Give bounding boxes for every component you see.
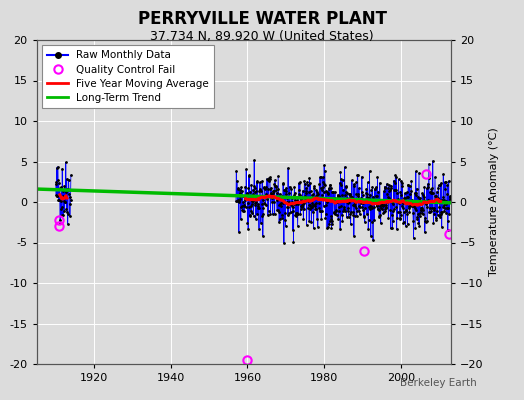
Text: Berkeley Earth: Berkeley Earth [400,378,477,388]
Text: 37.734 N, 89.920 W (United States): 37.734 N, 89.920 W (United States) [150,30,374,43]
Legend: Raw Monthly Data, Quality Control Fail, Five Year Moving Average, Long-Term Tren: Raw Monthly Data, Quality Control Fail, … [42,45,214,108]
Y-axis label: Temperature Anomaly (°C): Temperature Anomaly (°C) [489,128,499,276]
Text: PERRYVILLE WATER PLANT: PERRYVILLE WATER PLANT [137,10,387,28]
